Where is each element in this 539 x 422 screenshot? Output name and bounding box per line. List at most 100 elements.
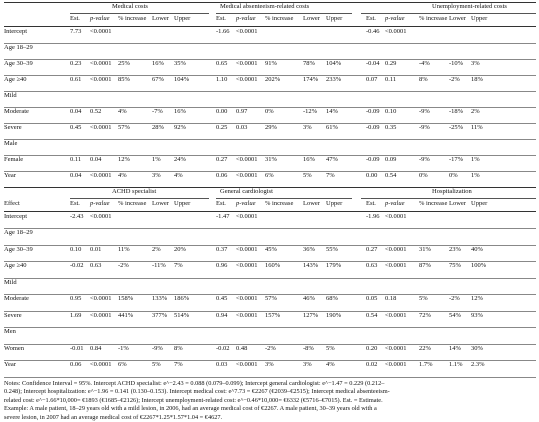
table-row: Age 18–29	[4, 43, 536, 53]
table-cell: -0.46	[366, 27, 380, 35]
table-cell: 100%	[471, 262, 487, 269]
table-cell: 54%	[449, 311, 461, 319]
table-cell: 202%	[265, 75, 281, 83]
table-cell: 78%	[303, 59, 315, 67]
table-cell: 31%	[419, 245, 431, 253]
table-cell: <0.0001	[90, 311, 112, 319]
column-header: Lower	[449, 200, 466, 207]
group-header: General cardiologist	[220, 188, 273, 195]
group-underline	[216, 13, 352, 14]
table-cell: 22%	[419, 344, 431, 352]
table-cell: -9%	[419, 123, 430, 131]
row-rule	[4, 360, 536, 361]
row-rule	[4, 327, 536, 328]
table-cell: <0.0001	[90, 75, 112, 83]
table-cell: 31%	[265, 155, 277, 163]
table-cell: 30%	[471, 344, 483, 352]
table-cell: 20%	[174, 245, 186, 253]
table-cell: 68%	[326, 295, 338, 302]
table-cell: 157%	[265, 311, 281, 319]
table-row: Year 0.04 <0.0001 4% 3% 4% 0.06 <0.0001 6% 5% 7% 0.…	[4, 171, 536, 181]
table-cell: -8%	[303, 344, 314, 352]
table-cell: 127%	[303, 311, 319, 319]
table-cell: 133%	[152, 295, 168, 302]
table-cell: 85%	[118, 75, 130, 83]
regression-table-utilization: ACHD specialist General cardiologist Hospi…	[4, 187, 536, 378]
table-cell: 1.1%	[449, 361, 463, 368]
row-rule	[4, 261, 536, 262]
table-cell: 0.54	[385, 171, 397, 179]
table-cell: 16%	[303, 155, 315, 163]
row-rule	[4, 170, 536, 172]
table-cell: 143%	[303, 262, 319, 269]
column-header-row: Effect Est. p-value% increase Lower Upper Est…	[4, 200, 536, 210]
table-cell: 5%	[152, 361, 161, 368]
table-cell: 3%	[471, 59, 480, 67]
column-header: Upper	[326, 200, 343, 207]
table-cell: 377%	[152, 311, 168, 319]
table-cell: 1.10	[216, 75, 228, 83]
table-cell: -4%	[419, 59, 430, 67]
table-cell: 1%	[152, 155, 161, 163]
table-row: Year 0.06 <0.0001 6% 5% 7% 0.03 <0.0001 3% 3% 4% 0.…	[4, 361, 536, 371]
group-header: Hospitalization	[432, 188, 472, 195]
group-underline	[70, 198, 209, 199]
table-cell: 0.27	[216, 155, 228, 163]
table-cell: -2.43	[70, 212, 84, 220]
table-cell: -1.96	[366, 212, 380, 220]
table-row: Age ≥40 0.61 <0.0001 85% 67% 104% 1.10 <0.0001 2…	[4, 75, 536, 85]
row-rule	[4, 376, 536, 378]
table-cell: 0.23	[70, 59, 82, 67]
table-cell: 186%	[174, 295, 190, 302]
notes-line: related cost: e^−1.66*10,000= €1893 (€16…	[4, 396, 383, 404]
table-cell: 0.61	[70, 75, 82, 83]
table-cell: 91%	[265, 59, 277, 67]
table-cell: 0.10	[70, 245, 82, 253]
row-label: Age 18–29	[4, 229, 33, 236]
table-cell: -0.02	[216, 344, 230, 352]
column-header: % increase	[118, 15, 147, 22]
table-row: Women -0.01 0.84 -1% -9% 8% -0.02 0.48 -2% -8% 5% 0…	[4, 344, 536, 354]
table-cell: 0.29	[385, 59, 397, 67]
table-cell: 72%	[419, 311, 431, 319]
table-cell: 4%	[174, 171, 183, 179]
column-header: % increase	[118, 200, 147, 207]
table-cell: 0.63	[90, 262, 102, 269]
table-cell: 0.84	[90, 344, 102, 352]
table-cell: 67%	[152, 75, 164, 83]
table-cell: <0.0001	[385, 344, 407, 352]
table-cell: 16%	[174, 107, 186, 115]
column-header: Lower	[449, 15, 466, 22]
column-header: Est.	[216, 15, 226, 22]
table-cell: 18%	[471, 75, 483, 83]
table-cell: <0.0001	[236, 245, 258, 253]
row-label: Male	[4, 139, 18, 147]
column-header: % increase	[419, 200, 448, 207]
column-header: Lower	[152, 15, 169, 22]
table-cell: 0.35	[385, 123, 397, 131]
table-row: Intercept 7.73 <0.0001 -1.66 <0.0001 -0.46 <0.…	[4, 27, 536, 37]
table-cell: 0.45	[216, 295, 228, 302]
row-label: Intercept	[4, 27, 28, 35]
table-cell: 7.73	[70, 27, 82, 35]
row-rule	[4, 310, 536, 312]
table-cell: 0.05	[366, 295, 378, 302]
table-cell: 24%	[174, 155, 186, 163]
document: Medical costs Medical absenteeism-related…	[4, 2, 536, 421]
table-cell: <0.0001	[236, 171, 258, 179]
table-cell: 3%	[303, 123, 312, 131]
table-cell: <0.0001	[90, 27, 112, 35]
table-cell: <0.0001	[90, 361, 112, 368]
table-cell: -11%	[152, 262, 166, 269]
table-cell: -0.01	[70, 344, 84, 352]
row-label: Men	[4, 328, 16, 335]
table-cell: -9%	[419, 107, 430, 115]
table-cell: 514%	[174, 311, 190, 319]
table-cell: 158%	[118, 295, 134, 302]
column-header: Lower	[303, 15, 320, 22]
table-cell: <0.0001	[90, 171, 112, 179]
row-label: Mild	[4, 278, 17, 286]
table-cell: 0.52	[90, 107, 102, 115]
column-header: Est.	[216, 200, 226, 207]
row-label: Age ≥40	[4, 262, 27, 269]
